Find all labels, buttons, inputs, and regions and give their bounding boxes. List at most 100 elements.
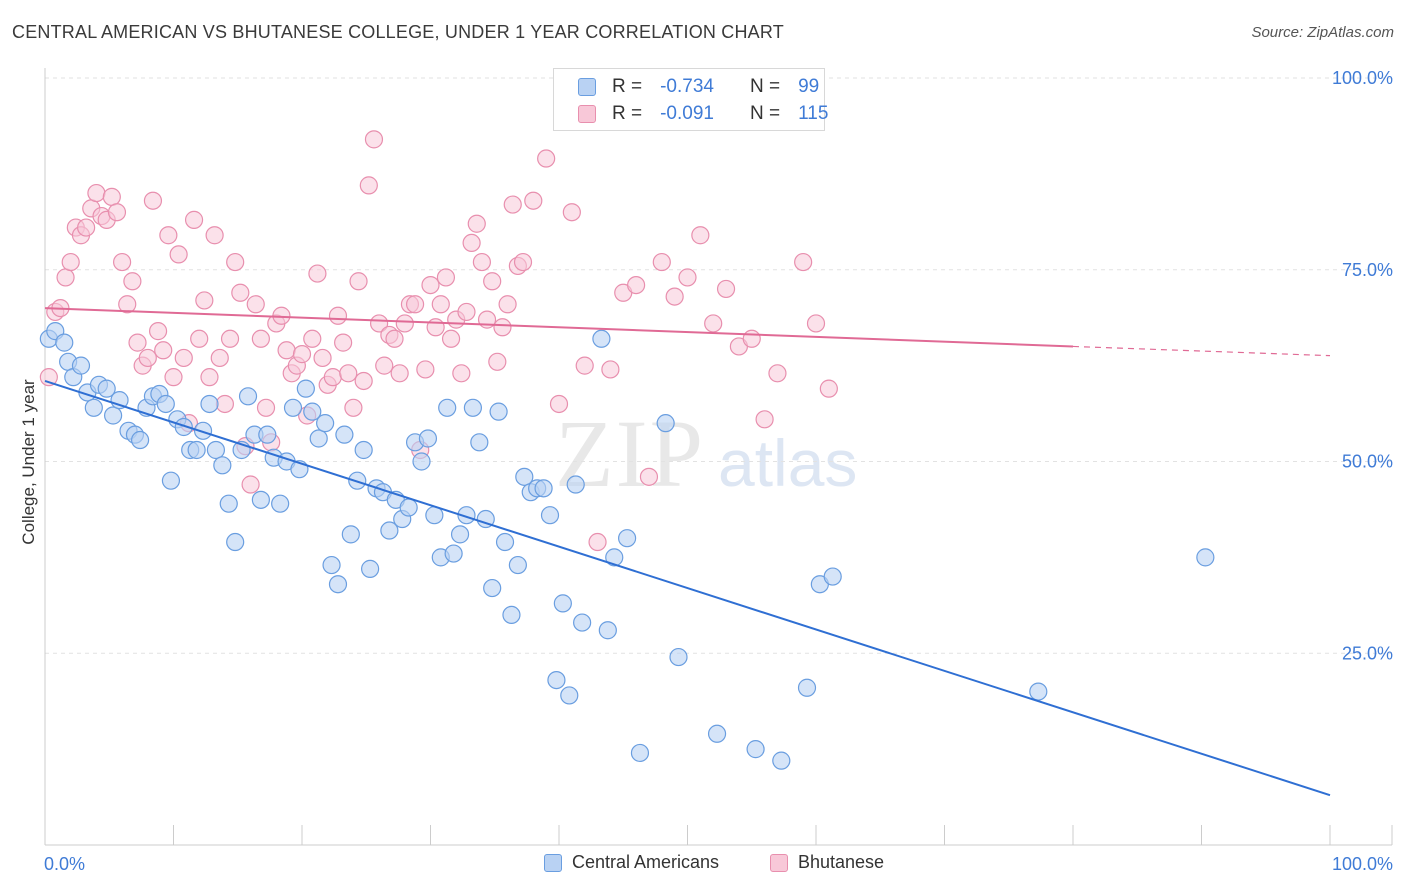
pink-swatch [578,105,596,123]
bhutanese-point [436,268,456,287]
bhutanese-point [210,348,229,368]
bhutanese-point [292,345,312,364]
bhutanese-point [395,314,414,333]
bhutanese-point [457,302,476,322]
bhutanese-point [251,329,270,348]
central-americans-point [399,498,418,517]
bhutanese-point [190,329,209,348]
bhutanese-point [359,176,378,195]
central-americans-point [174,417,193,437]
bhutanese-point [370,314,389,333]
pink-swatch [770,853,788,872]
bhutanese-point [375,356,394,375]
central-americans-point [566,475,585,494]
central-americans-point [335,425,354,444]
central-americans-point [354,440,373,460]
central-americans-point [707,724,727,743]
central-americans-point [258,425,277,444]
bhutanese-point [344,398,363,417]
central-americans-point [450,525,470,544]
bhutanese-point [421,275,440,295]
bhutanese-point [503,195,522,214]
central-americans-point [772,751,791,770]
blue-swatch [544,853,562,872]
bhutanese-point [665,287,684,306]
bhutanese-point [467,214,486,233]
bhutanese-point [742,329,761,348]
central-americans-point [489,402,508,421]
bhutanese-point [704,314,723,333]
central-americans-point [470,433,489,452]
bhutanese-point [231,283,250,302]
bhutanese-point [323,368,342,387]
central-americans-point [797,678,817,697]
bhutanese-point [328,306,348,325]
legend-label: Bhutanese [798,852,885,872]
central-americans-point [271,494,290,513]
bhutanese-point [431,295,450,314]
bhutanese-point [716,279,736,299]
bhutanese-point [112,252,132,272]
bhutanese-point [691,226,710,245]
bhutanese-point [220,329,240,348]
bhutanese-point [169,245,188,264]
bottom-legend-central-americans: Central Americans [544,852,719,873]
trend-lines [44,307,1331,797]
central-americans-point [1029,682,1048,701]
central-americans-point [213,456,232,475]
bhutanese-point [390,364,409,383]
bhutanese-point [639,467,659,486]
central-americans-point [476,509,495,529]
bhutanese-point [488,352,507,371]
bhutanese-point [102,187,121,206]
central-americans-point [309,429,328,448]
legend-row-central-americans: R = -0.734 N = 99 [578,75,819,99]
x-tick-label: 0.0% [44,854,85,874]
central-americans-point [515,467,534,486]
y-axis-label: College, Under 1 year [19,379,38,545]
bhutanese-point [493,318,512,337]
bhutanese-point [164,368,183,387]
central-americans-point [412,452,431,471]
bhutanese-point [339,364,358,383]
bhutanese-point [601,360,620,379]
central-americans-point [251,490,270,509]
bhutanese-trend-line [44,307,1074,348]
x-tick-label: 100.0% [1332,854,1393,874]
blue-swatch [578,78,596,96]
bhutanese-points [39,130,838,552]
bhutanese-point [159,226,178,245]
central-americans-point [322,555,341,575]
bhutanese-point [277,341,296,360]
bhutanese-point [215,394,234,414]
central-americans-point [55,333,74,352]
watermark-atlas: atlas [718,426,858,500]
y-tick-label: 25.0% [1342,643,1393,663]
central-americans-point [669,647,688,667]
correlation-legend: R = -0.734 N = 99 R = -0.091 N = 115 [553,68,828,131]
central-americans-point [463,398,483,417]
central-americans-point [187,440,206,460]
central-americans-point [444,544,463,563]
bhutanese-point [524,191,543,210]
bhutanese-point [128,333,147,352]
bhutanese-point [364,130,384,149]
bhutanese-point [87,183,106,203]
bhutanese-point [334,333,353,352]
bhutanese-point [256,398,276,417]
y-tick-label: 100.0% [1332,68,1393,88]
r-label: R = [612,103,643,124]
central-americans-point [502,605,521,625]
bhutanese-point [498,295,517,314]
bhutanese-point [549,394,569,414]
r-value: -0.734 [660,76,714,97]
bhutanese-point [755,410,774,429]
bhutanese-point [416,360,435,379]
bhutanese-point [562,203,581,222]
central-americans-point [547,670,566,690]
legend-label: Central Americans [572,852,720,872]
bhutanese-point [123,272,142,291]
bhutanese-point [200,368,219,387]
bhutanese-point [303,329,322,348]
bhutanese-point [349,272,368,291]
